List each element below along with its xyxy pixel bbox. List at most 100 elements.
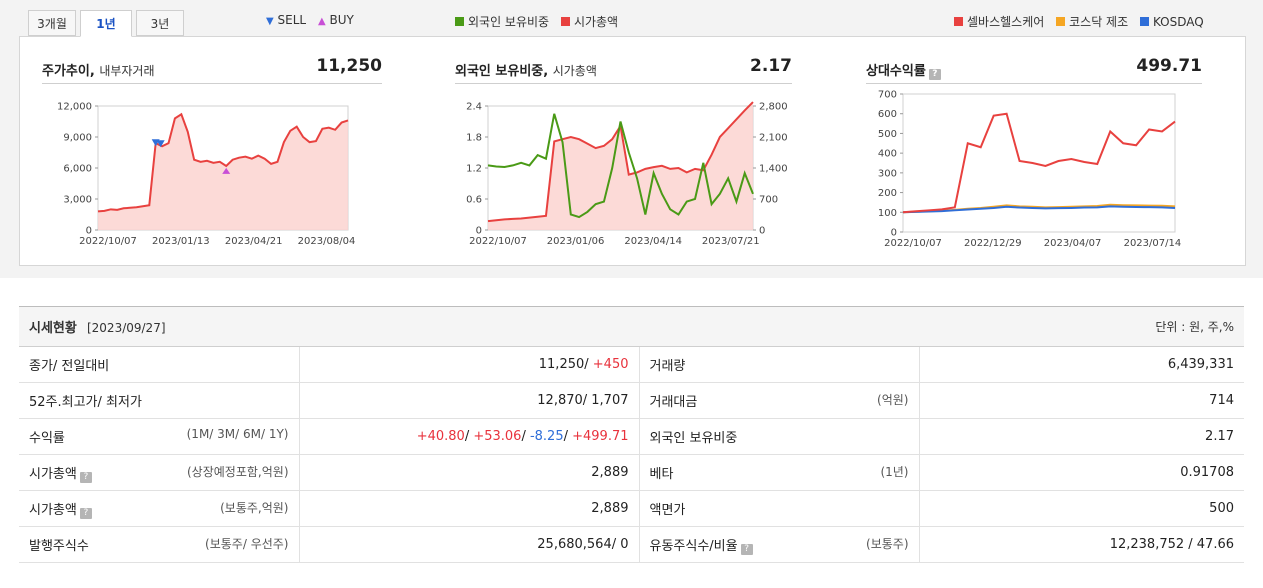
mcap-area [488, 102, 753, 230]
foreign-value: 2.17 [918, 418, 1244, 455]
x-tick-label: 2023/01/13 [152, 236, 210, 247]
chart2-title-text: 외국인 보유비중, [455, 64, 549, 79]
y-tick-label: 400 [878, 149, 897, 160]
y2-tick-label: 1,400 [759, 164, 788, 175]
row-label: 베타 (1년) [639, 454, 919, 491]
y-tick-label: 200 [878, 188, 897, 199]
tab-1-year[interactable]: 1년 [80, 10, 132, 37]
chart2-title: 외국인 보유비중, 시가총액 [455, 60, 597, 79]
y-tick-label: 0 [86, 226, 92, 237]
row-label: 발행주식수 (보통주/ 우선주) [19, 526, 299, 563]
chart3-value: 499.71 [1136, 56, 1202, 76]
row-label: 유동주식수/비율? (보통주) [639, 526, 919, 563]
label-mcap-incl: 시가총액 [29, 466, 77, 482]
row-label: 종가/ 전일대비 [19, 346, 299, 383]
return-6m: -8.25 [529, 429, 564, 444]
y-tick-label: 600 [878, 109, 897, 120]
return-3m: +53.06 [473, 429, 522, 444]
mcap-common-unit: (보통주,억원) [220, 500, 289, 515]
label-returns: 수익률 [29, 431, 65, 446]
legend-swatch-kosdaq [1139, 17, 1149, 26]
table-row: 시가총액? (보통주,억원) 2,889 액면가 500 [19, 490, 1244, 527]
beta-value: 0.91708 [918, 454, 1244, 491]
52week-value: 12,870/ 1,707 [298, 382, 640, 419]
table-row: 발행주식수 (보통주/ 우선주) 25,680,564/ 0 유동주식수/비율? (… [19, 526, 1244, 563]
tab-3-months[interactable]: 3개월 [28, 10, 76, 36]
y2-tick-label: 0 [759, 226, 765, 237]
chart1-divider [42, 83, 382, 84]
chart3-title-text: 상대수익률 [866, 64, 926, 79]
legend-company-label: 셀바스헬스케어 [967, 15, 1045, 29]
buy-legend-label: BUY [329, 13, 354, 27]
kosdaq-return-line [902, 205, 1176, 214]
legend-sector-label: 코스닥 제조 [1069, 15, 1129, 29]
legend-swatch-foreign [455, 17, 464, 26]
label-trade-amount: 거래대금 [649, 395, 698, 410]
x-tick-label: 2022/10/07 [884, 238, 942, 249]
x-tick-label: 2022/12/29 [964, 238, 1022, 249]
mcap-incl-value: 2,889 [298, 454, 640, 491]
price-area [98, 114, 348, 230]
x-tick-label: 2023/04/14 [624, 236, 682, 247]
table-row: 52주.최고가/ 최저가 12,870/ 1,707 거래대금 (억원) 714 [19, 382, 1244, 419]
float-type: (보통주) [866, 536, 909, 551]
returns-value: +40.80/ +53.06/ -8.25/ +499.71 [298, 418, 640, 455]
row-label: 52주.최고가/ 최저가 [19, 382, 299, 419]
chart-section: 3개월 1년 3년 ▼ SELL ▲ BUY 외국인 보유비중 시가총액 셀바스… [0, 0, 1263, 278]
shares-value: 25,680,564/ 0 [298, 526, 640, 563]
x-tick-label: 2023/04/07 [1044, 238, 1102, 249]
x-tick-label: 2023/01/06 [547, 236, 605, 247]
legend-swatch-company [954, 17, 963, 26]
y2-tick-label: 2,100 [759, 133, 788, 144]
help-icon[interactable]: ? [928, 69, 941, 80]
label-mcap-common: 시가총액 [29, 502, 77, 518]
shares-type: (보통주/ 우선주) [205, 537, 289, 551]
row-label: 수익률 (1M/ 3M/ 6M/ 1Y) [19, 418, 299, 455]
row-label: 거래량 [639, 346, 919, 383]
label-float: 유동주식수/비율 [649, 538, 738, 554]
y-tick-label: 700 [878, 90, 897, 101]
table-row: 종가/ 전일대비 11,250/ +450 거래량 6,439,331 [19, 346, 1244, 383]
y2-tick-label: 2,800 [759, 102, 788, 113]
chart1-value: 11,250 [316, 56, 382, 76]
label-52week: 52주.최고가/ 최저가 [29, 395, 142, 410]
label-par-value: 액면가 [649, 503, 686, 518]
sell-legend-label: SELL [277, 13, 307, 27]
chart2-subtitle: 시가총액 [552, 64, 597, 78]
help-icon[interactable]: ? [79, 471, 92, 483]
tab-3-years[interactable]: 3년 [136, 10, 184, 36]
chart1-subtitle: 내부자거래 [99, 64, 155, 78]
y-tick-label: 6,000 [63, 164, 92, 175]
x-tick-label: 2023/07/14 [1124, 238, 1182, 249]
close-value: 11,250/ +450 [298, 346, 640, 383]
row-label: 시가총액? (상장예정포함,억원) [19, 454, 299, 491]
trade-legend: ▼ SELL ▲ BUY [266, 13, 354, 27]
x-tick-label: 2023/08/04 [298, 236, 356, 247]
company-return-line [902, 112, 1176, 214]
chart1-title: 주가추이, 내부자거래 [42, 60, 155, 79]
chart3-title: 상대수익률? [866, 60, 941, 80]
quote-date: [2023/09/27] [86, 321, 166, 335]
returns-periods: (1M/ 3M/ 6M/ 1Y) [186, 427, 289, 441]
legend-swatch-mcap [560, 17, 570, 26]
legend-kosdaq-label: KOSDAQ [1152, 15, 1204, 29]
mcap-common-value: 2,889 [298, 490, 640, 527]
price-line [97, 112, 349, 213]
row-label: 시가총액? (보통주,억원) [19, 490, 299, 527]
help-icon[interactable]: ? [79, 507, 92, 519]
chart3-divider [866, 83, 1202, 84]
relative-return-legend: 셀바스헬스케어 코스닥 제조 KOSDAQ [954, 13, 1204, 30]
mcap-incl-unit: (상장예정포함,억원) [187, 464, 289, 479]
sell-marker [156, 140, 165, 148]
table-row: 시가총액? (상장예정포함,억원) 2,889 베타 (1년) 0.91708 [19, 454, 1244, 491]
buy-marker [222, 167, 231, 174]
help-icon[interactable]: ? [740, 543, 753, 555]
y-tick-label: 12,000 [57, 102, 92, 113]
x-tick-label: 2023/07/21 [702, 236, 760, 247]
quote-unit: 단위 : 원, 주,% [919, 306, 1244, 347]
y-tick-label: 3,000 [63, 195, 92, 206]
y-tick-label: 100 [878, 208, 897, 219]
return-1m: +40.80 [416, 429, 465, 444]
